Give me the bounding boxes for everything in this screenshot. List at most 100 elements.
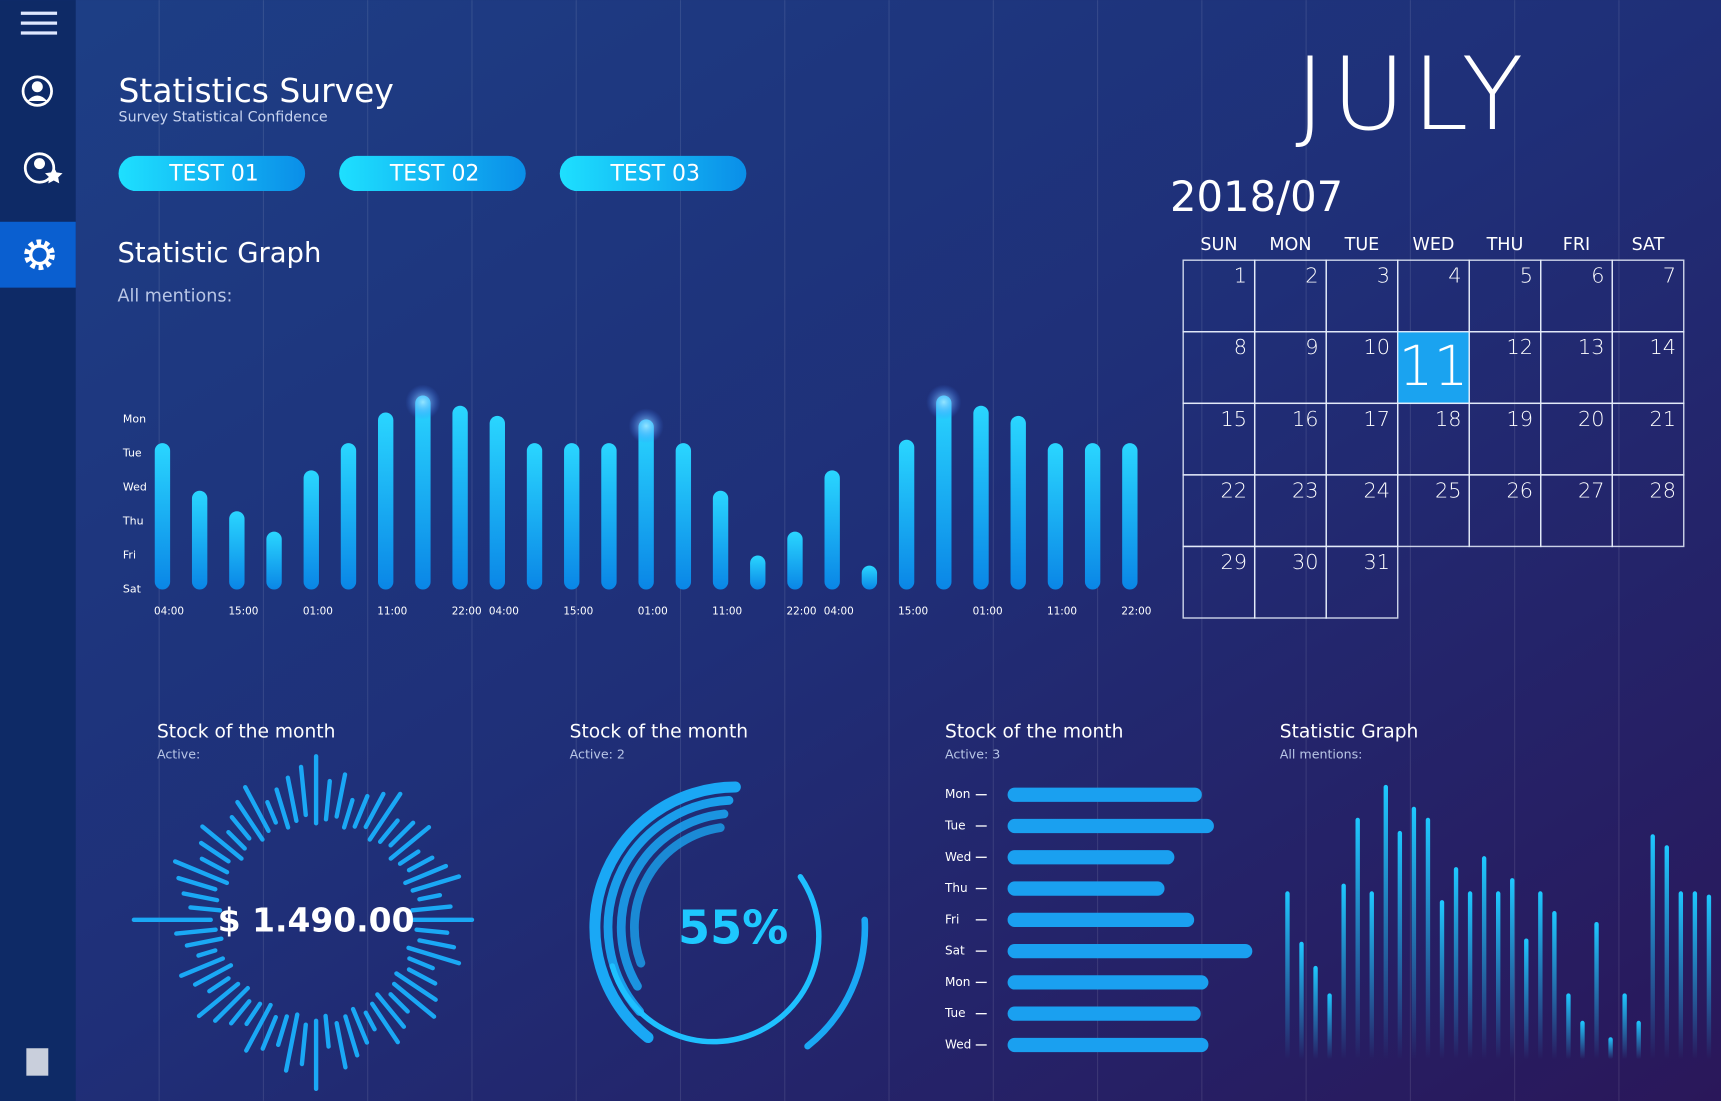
x-tick-label: 11:00 xyxy=(712,605,742,617)
x-tick-label: 01:00 xyxy=(638,605,668,617)
bar xyxy=(191,490,208,590)
weekday-label: MON xyxy=(1269,235,1311,255)
radial-spoke xyxy=(367,791,403,842)
day-number: 9 xyxy=(1305,335,1318,359)
day-number: 14 xyxy=(1650,335,1677,359)
spike-bar xyxy=(1580,1020,1585,1060)
x-tick-label: 15:00 xyxy=(563,605,593,617)
spike-bar xyxy=(1383,784,1388,1060)
test-button[interactable] xyxy=(559,155,747,192)
bar xyxy=(1047,443,1064,590)
radial-spoke xyxy=(229,814,252,841)
day-number: 7 xyxy=(1663,264,1676,288)
y-tick-label: Tue xyxy=(944,818,966,832)
day-number: 19 xyxy=(1507,407,1534,431)
weekday-label: WED xyxy=(1412,235,1454,255)
x-tick-label: 04:00 xyxy=(489,605,519,617)
bar xyxy=(824,470,840,590)
radial-spoke xyxy=(244,1002,273,1053)
spike-bar xyxy=(1313,965,1318,1060)
selected-day-cell[interactable] xyxy=(1396,331,1470,405)
spike-bar xyxy=(1692,891,1698,1060)
test-button[interactable] xyxy=(339,155,526,192)
day-number: 17 xyxy=(1363,407,1390,431)
radial-spoke xyxy=(283,1012,300,1073)
radial-spoke xyxy=(406,945,462,966)
radial-spoke xyxy=(260,1014,278,1051)
radial-spoke xyxy=(334,1020,348,1070)
test-button-label[interactable]: TEST 02 xyxy=(389,162,479,187)
bar xyxy=(415,395,431,590)
spike-bar xyxy=(1622,993,1627,1060)
bar xyxy=(1007,975,1209,990)
selected-day: 11 xyxy=(1399,334,1469,398)
donut-label: 55% xyxy=(678,900,788,954)
spike-bar xyxy=(1355,817,1360,1060)
spike-bar xyxy=(1495,891,1501,1060)
chart-subtitle: Active: 3 xyxy=(945,747,1000,762)
day-number: 29 xyxy=(1220,550,1247,574)
day-number: 25 xyxy=(1435,478,1462,502)
calendar-label: 2018/07 xyxy=(1170,172,1343,221)
bar-glow xyxy=(405,384,441,420)
header-title: Statistics Survey xyxy=(119,71,394,110)
radial-spoke xyxy=(323,778,332,822)
day-number: 27 xyxy=(1578,478,1605,502)
day-cell[interactable] xyxy=(1325,545,1399,619)
radial-spoke xyxy=(323,1013,331,1049)
bar xyxy=(303,470,319,590)
bar xyxy=(1122,443,1138,590)
radial-spoke xyxy=(397,849,421,866)
radial-spoke xyxy=(198,840,231,864)
test-button[interactable] xyxy=(118,155,306,192)
spike-bar xyxy=(1299,941,1304,1060)
y-tick-label: Mon xyxy=(945,787,970,801)
radial-spoke xyxy=(391,981,437,1019)
spike-bar xyxy=(1453,867,1459,1060)
spike-bar xyxy=(1439,900,1445,1060)
header-subtitle: Survey Statistical Confidence xyxy=(119,110,328,126)
radial-spoke xyxy=(388,992,410,1014)
x-tick-label: 01:00 xyxy=(973,605,1003,617)
y-tick-label: Sat xyxy=(945,944,965,958)
spike-bar xyxy=(1425,817,1431,1060)
radial-spoke xyxy=(298,764,308,818)
donut-ring xyxy=(630,823,725,968)
test-button-label[interactable]: TEST 01 xyxy=(168,162,258,187)
x-tick-label: 11:00 xyxy=(1047,605,1077,617)
calendar-month: JULY xyxy=(1295,35,1530,153)
settings-tab[interactable] xyxy=(0,221,76,288)
bar xyxy=(1007,850,1175,865)
radial-spoke xyxy=(394,971,438,1002)
y-tick-label: Mon xyxy=(945,975,970,989)
doc-icon[interactable] xyxy=(26,1048,49,1076)
spike-bar xyxy=(1510,878,1515,1060)
test-button-label[interactable]: TEST 03 xyxy=(610,162,700,187)
radial-spoke xyxy=(226,829,247,851)
donut-ring xyxy=(589,781,741,1044)
menu-icon[interactable] xyxy=(20,11,58,35)
spike-bar xyxy=(1411,806,1417,1060)
radial-spoke xyxy=(235,799,265,842)
radial-spoke xyxy=(388,820,416,848)
radial-spoke xyxy=(188,905,223,913)
day-number: 13 xyxy=(1578,335,1605,359)
donut-outer xyxy=(804,916,869,1050)
day-number: 6 xyxy=(1591,264,1604,288)
bar xyxy=(861,565,878,590)
weekday-label: THU xyxy=(1486,235,1524,255)
bar xyxy=(489,415,505,590)
spike-bar xyxy=(1552,911,1557,1060)
radial-spoke xyxy=(176,875,218,892)
radial-spoke xyxy=(196,981,241,1019)
day-number: 5 xyxy=(1520,264,1533,288)
day-cell[interactable] xyxy=(1611,474,1685,548)
bar xyxy=(750,555,766,590)
settings-icon[interactable] xyxy=(24,239,55,271)
chart-title: Stock of the month xyxy=(570,722,748,743)
profile-icon[interactable] xyxy=(21,75,53,107)
radial-spoke xyxy=(352,793,370,829)
y-tick-label: Wed xyxy=(945,1037,971,1051)
favorites-icon[interactable] xyxy=(23,152,63,184)
